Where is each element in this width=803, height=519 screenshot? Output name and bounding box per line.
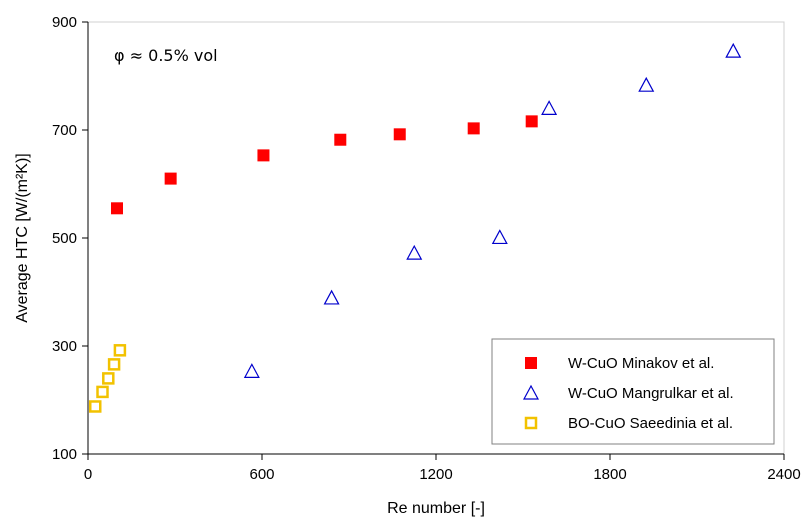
axis-ticks: 0 600 1200 1800 2400 100 300 500 700 900 [52,14,801,483]
series-1-point-3 [491,229,508,245]
legend-marker-2 [524,416,538,430]
x-axis-label: Re number [-] [387,500,485,517]
series-0-point-0 [111,202,123,215]
x-tick-label-0: 0 [84,466,92,483]
series-0-point-3 [334,133,347,146]
x-tick-label-1: 600 [249,466,274,483]
series-0-point-6 [525,115,538,128]
y-tick-label-2: 500 [52,230,77,247]
legend: W-CuO Minakov et al. W-CuO Mangrulkar et … [491,338,775,445]
series-1-point-5 [638,76,655,92]
legend-label-1: W-CuO Mangrulkar et al. [568,385,734,402]
x-tick-label-3: 1800 [593,466,626,483]
series-2-point-0 [89,400,102,413]
series-2-point-3 [107,358,121,371]
series-1-point-1 [323,289,340,305]
x-tick-label-4: 2400 [767,466,800,483]
legend-label-2: BO-CuO Saeedinia et al. [568,415,733,432]
series-0-point-2 [257,149,270,162]
y-tick-label-1: 300 [52,338,77,355]
y-axis-label: Average HTC [W/(m²K)] [14,153,31,323]
data-points [89,42,742,413]
series-1-point-6 [725,42,742,58]
legend-box [491,338,775,445]
series-1-point-0 [243,363,260,378]
legend-marker-0 [525,357,537,369]
series-1-point-2 [406,244,423,260]
y-tick-label-3: 700 [52,122,77,139]
series-0-point-4 [393,128,406,141]
legend-marker-1 [522,384,540,400]
x-tick-label-2: 1200 [419,466,452,483]
legend-items: W-CuO Minakov et al. W-CuO Mangrulkar et … [522,355,734,432]
series-0-point-5 [467,122,480,135]
series-2-point-2 [102,372,115,385]
legend-label-0: W-CuO Minakov et al. [568,355,714,372]
series-0-point-1 [164,172,177,185]
series-2-point-1 [96,385,109,399]
series-2-point-4 [113,344,127,357]
series-1-point-4 [541,100,558,116]
y-tick-label-0: 100 [52,446,77,463]
annotation-text: φ ≈ 0.5% vol [114,46,218,65]
y-tick-label-4: 900 [52,14,77,31]
